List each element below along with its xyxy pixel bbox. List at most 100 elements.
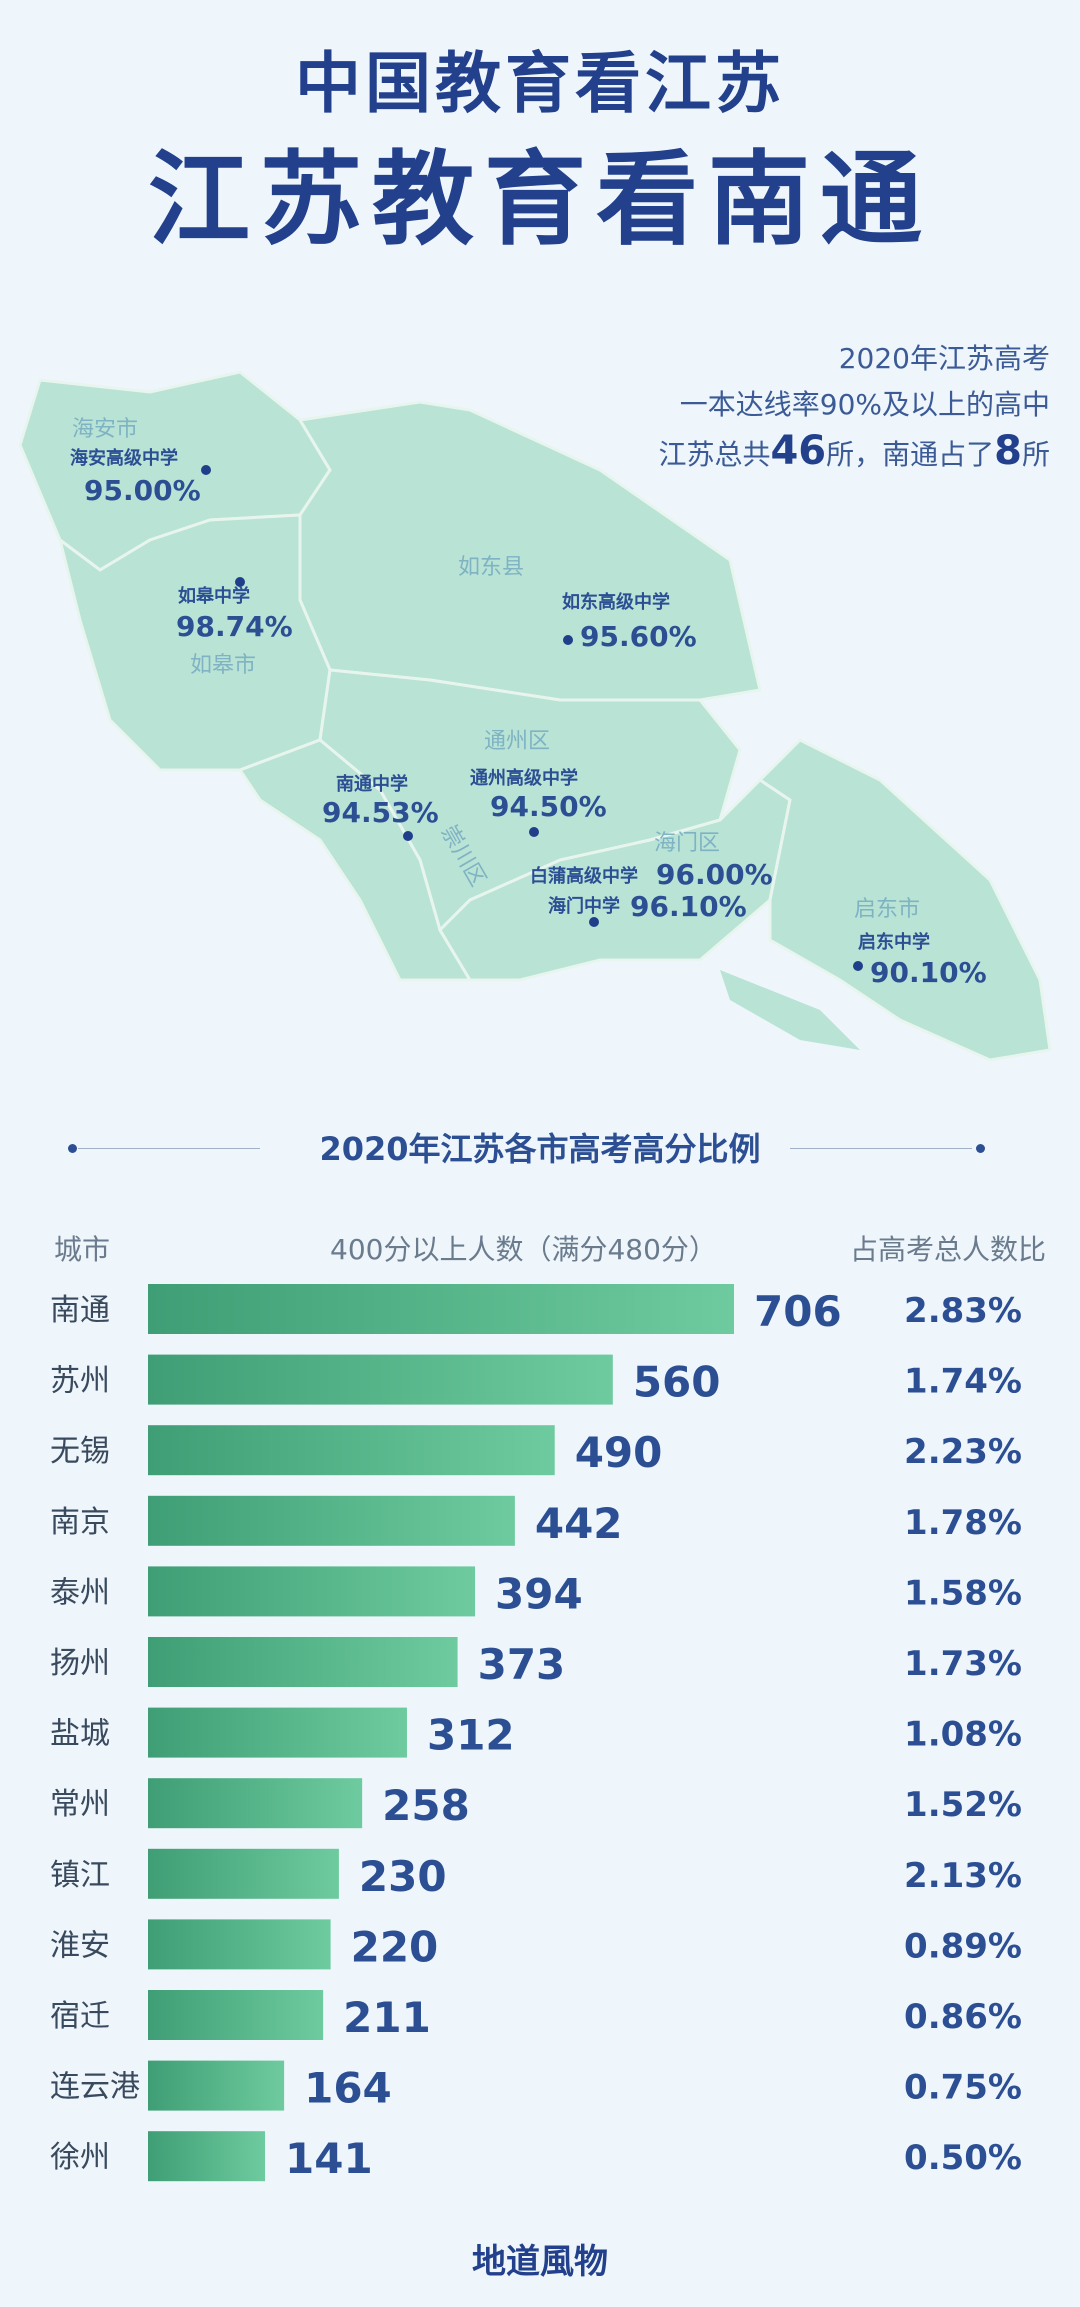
- bar-value-label: 373: [478, 1640, 566, 1689]
- stat-text-mid: 所，南通占了: [826, 438, 995, 471]
- region-label-qidong: 启东市: [854, 897, 920, 922]
- school-dot-tongzhou: [529, 827, 539, 837]
- page-title-line-2: 江苏教育看南通: [148, 140, 932, 260]
- bar-value-label: 312: [427, 1711, 515, 1760]
- category-label: 宿迁: [50, 1999, 110, 2034]
- school-dot-nantong: [403, 831, 413, 841]
- stat-line-1: 2020年江苏高考: [838, 342, 1050, 375]
- bar: [148, 1284, 734, 1334]
- bar: [148, 1425, 555, 1476]
- stat-line-2: 一本达线率90%及以上的高中: [679, 388, 1050, 421]
- stat-line-3: 江苏总共46所，南通占了8所: [530, 428, 1050, 478]
- bar-value-label: 490: [575, 1428, 663, 1477]
- school-dot-haian: [201, 465, 211, 475]
- school-name-rugao: 如皋中学: [178, 585, 250, 607]
- school-rate-rudong: 95.60%: [580, 620, 697, 653]
- bar-value-label: 560: [633, 1358, 721, 1407]
- bar: [148, 1990, 324, 2040]
- bar: [148, 1707, 407, 1758]
- divider-dot-right: [976, 1144, 985, 1153]
- section-title: 2020年江苏各市高考高分比例: [319, 1130, 761, 1168]
- school-dot-rugao: [235, 577, 245, 587]
- school-rate-haian: 95.00%: [84, 474, 201, 507]
- school-name-haimen: 海门中学: [548, 895, 620, 917]
- bar-value-label: 141: [285, 2134, 373, 2183]
- bar: [148, 1919, 331, 1970]
- divider-dot-left: [68, 1144, 77, 1153]
- category-label: 镇江: [50, 1858, 110, 1893]
- bar: [148, 2060, 285, 2111]
- bar-value-label: 230: [359, 1852, 447, 1901]
- school-name-baipu: 白蒲高级中学: [530, 865, 638, 887]
- bar: [148, 1637, 458, 1687]
- school-rate-nantong: 94.53%: [322, 796, 439, 829]
- school-name-tongzhou: 通州高级中学: [470, 767, 578, 789]
- school-rate-baipu: 96.00%: [656, 858, 773, 891]
- ratio-label: 1.78%: [904, 1503, 1022, 1543]
- map-region-qidong: [757, 738, 1052, 1062]
- ratio-label: 1.74%: [904, 1362, 1022, 1402]
- school-rate-tongzhou: 94.50%: [490, 790, 607, 823]
- ratio-label: 1.52%: [904, 1785, 1022, 1825]
- ratio-label: 1.73%: [904, 1644, 1022, 1684]
- category-label: 徐州: [50, 2140, 110, 2175]
- bar-value-label: 258: [382, 1781, 470, 1830]
- bar-chart: 南通 706 2.83% 苏州 560 1.74% 无锡 490 2.23% 南京 442 1.78%…: [50, 1284, 1022, 2183]
- category-label: 南通: [50, 1293, 110, 1328]
- bar: [148, 1848, 339, 1899]
- bar-value-label: 394: [495, 1569, 583, 1618]
- category-label: 南京: [50, 1505, 110, 1540]
- nantong-map: 海安市 如东县 如皋市 通州区 海门区 启东市 崇川区 海安高级中学 95.00…: [18, 370, 1052, 1062]
- map-region-labels: 海安市 如东县 如皋市 通州区 海门区 启东市 崇川区: [72, 417, 920, 922]
- bar-value-label: 442: [535, 1499, 623, 1548]
- school-dot-haimen: [589, 917, 599, 927]
- category-label: 苏州: [50, 1364, 110, 1399]
- ratio-label: 0.86%: [904, 1997, 1022, 2037]
- bar: [148, 1495, 515, 1546]
- region-label-rugao: 如皋市: [190, 653, 256, 678]
- region-label-tongzhou: 通州区: [484, 729, 550, 754]
- school-dot-rudong: [563, 635, 573, 645]
- ratio-label: 2.83%: [904, 1291, 1022, 1331]
- school-dot-qidong: [853, 961, 863, 971]
- school-rate-haimen: 96.10%: [630, 890, 747, 923]
- bar-value-label: 220: [351, 1922, 439, 1971]
- bar: [148, 1778, 363, 1829]
- stat-text-pre: 江苏总共: [658, 438, 771, 471]
- school-name-rudong: 如东高级中学: [562, 591, 670, 613]
- category-label: 淮安: [50, 1928, 110, 1963]
- bar: [148, 1354, 613, 1405]
- category-label: 泰州: [50, 1575, 110, 1610]
- stat-nantong-count: 8: [994, 428, 1022, 474]
- bar: [148, 1566, 476, 1617]
- region-label-haimen: 海门区: [654, 831, 720, 856]
- bar: [148, 2131, 266, 2182]
- ratio-label: 1.58%: [904, 1573, 1022, 1613]
- category-label: 常州: [50, 1787, 110, 1822]
- divider-line-right: [790, 1148, 972, 1149]
- ratio-label: 2.13%: [904, 1856, 1022, 1896]
- stat-text-post: 所: [1021, 438, 1050, 471]
- region-label-rudong: 如东县: [458, 555, 524, 580]
- category-label: 扬州: [50, 1646, 110, 1681]
- region-label-haian: 海安市: [72, 417, 138, 442]
- ratio-label: 2.23%: [904, 1432, 1022, 1472]
- school-name-nantong: 南通中学: [336, 773, 408, 795]
- ratio-label: 0.89%: [904, 1926, 1022, 1966]
- page-title-line-1: 中国教育看江苏: [295, 44, 785, 122]
- map-land: [18, 370, 1052, 1062]
- map-island: [720, 970, 860, 1050]
- bar-value-label: 164: [304, 2064, 392, 2113]
- school-name-qidong: 启东中学: [858, 931, 930, 953]
- ratio-label: 0.50%: [904, 2138, 1022, 2178]
- school-name-haian: 海安高级中学: [70, 447, 178, 469]
- ratio-label: 1.08%: [904, 1715, 1022, 1755]
- category-label: 盐城: [50, 1717, 110, 1752]
- category-label: 连云港: [50, 2070, 140, 2105]
- map-school-labels: 海安高级中学 95.00% 如皋中学 98.74% 如东高级中学 95.60% …: [70, 447, 987, 989]
- column-header-count: 400分以上人数（满分480分）: [330, 1233, 717, 1266]
- bar-value-label: 706: [754, 1287, 842, 1336]
- map-school-markers: [201, 465, 863, 971]
- bar-value-label: 211: [343, 1993, 431, 2042]
- school-rate-rugao: 98.74%: [176, 610, 293, 643]
